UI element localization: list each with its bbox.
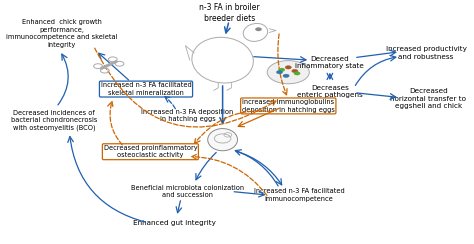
Circle shape: [276, 71, 283, 74]
Text: Enhanced  chick growth
performance,
immunocompetence and skeletal
integrity: Enhanced chick growth performance, immun…: [6, 19, 117, 48]
Text: Decreased
inflammatory state: Decreased inflammatory state: [295, 56, 365, 69]
Circle shape: [285, 66, 292, 69]
Circle shape: [255, 28, 262, 31]
Text: Enhanced gut integrity: Enhanced gut integrity: [133, 220, 216, 226]
Circle shape: [283, 74, 289, 78]
Text: Decreased proinflammatory
osteoclastic activity: Decreased proinflammatory osteoclastic a…: [104, 145, 197, 158]
Circle shape: [267, 61, 310, 84]
Text: n-3 FA in broiler
breeder diets: n-3 FA in broiler breeder diets: [199, 3, 259, 23]
Text: Increased productivity
and robustness: Increased productivity and robustness: [386, 46, 466, 60]
Circle shape: [279, 68, 285, 71]
Circle shape: [292, 69, 298, 73]
Text: Increased immunoglobulins
deposition in hatching eggs: Increased immunoglobulins deposition in …: [242, 99, 335, 113]
Text: Increased n-3 FA deposition
in hatching eggs: Increased n-3 FA deposition in hatching …: [141, 109, 234, 122]
Text: Increased n-3 FA facilitated
skeletal mineralization: Increased n-3 FA facilitated skeletal mi…: [100, 82, 191, 96]
Text: Decreased incidences of
bacterial chondronecrosis
with osteomyelitis (BCO): Decreased incidences of bacterial chondr…: [11, 110, 97, 131]
Ellipse shape: [208, 129, 237, 151]
Text: Decreases
enteric pathogens: Decreases enteric pathogens: [297, 85, 363, 98]
Circle shape: [294, 72, 300, 75]
Text: Increased n-3 FA facilitated
immunocompetence: Increased n-3 FA facilitated immunocompe…: [254, 188, 345, 202]
Text: Decreased
horizontal transfer to
eggshell and chick: Decreased horizontal transfer to eggshel…: [391, 88, 466, 109]
Text: Beneficial microbiota colonization
and succession: Beneficial microbiota colonization and s…: [131, 185, 244, 198]
